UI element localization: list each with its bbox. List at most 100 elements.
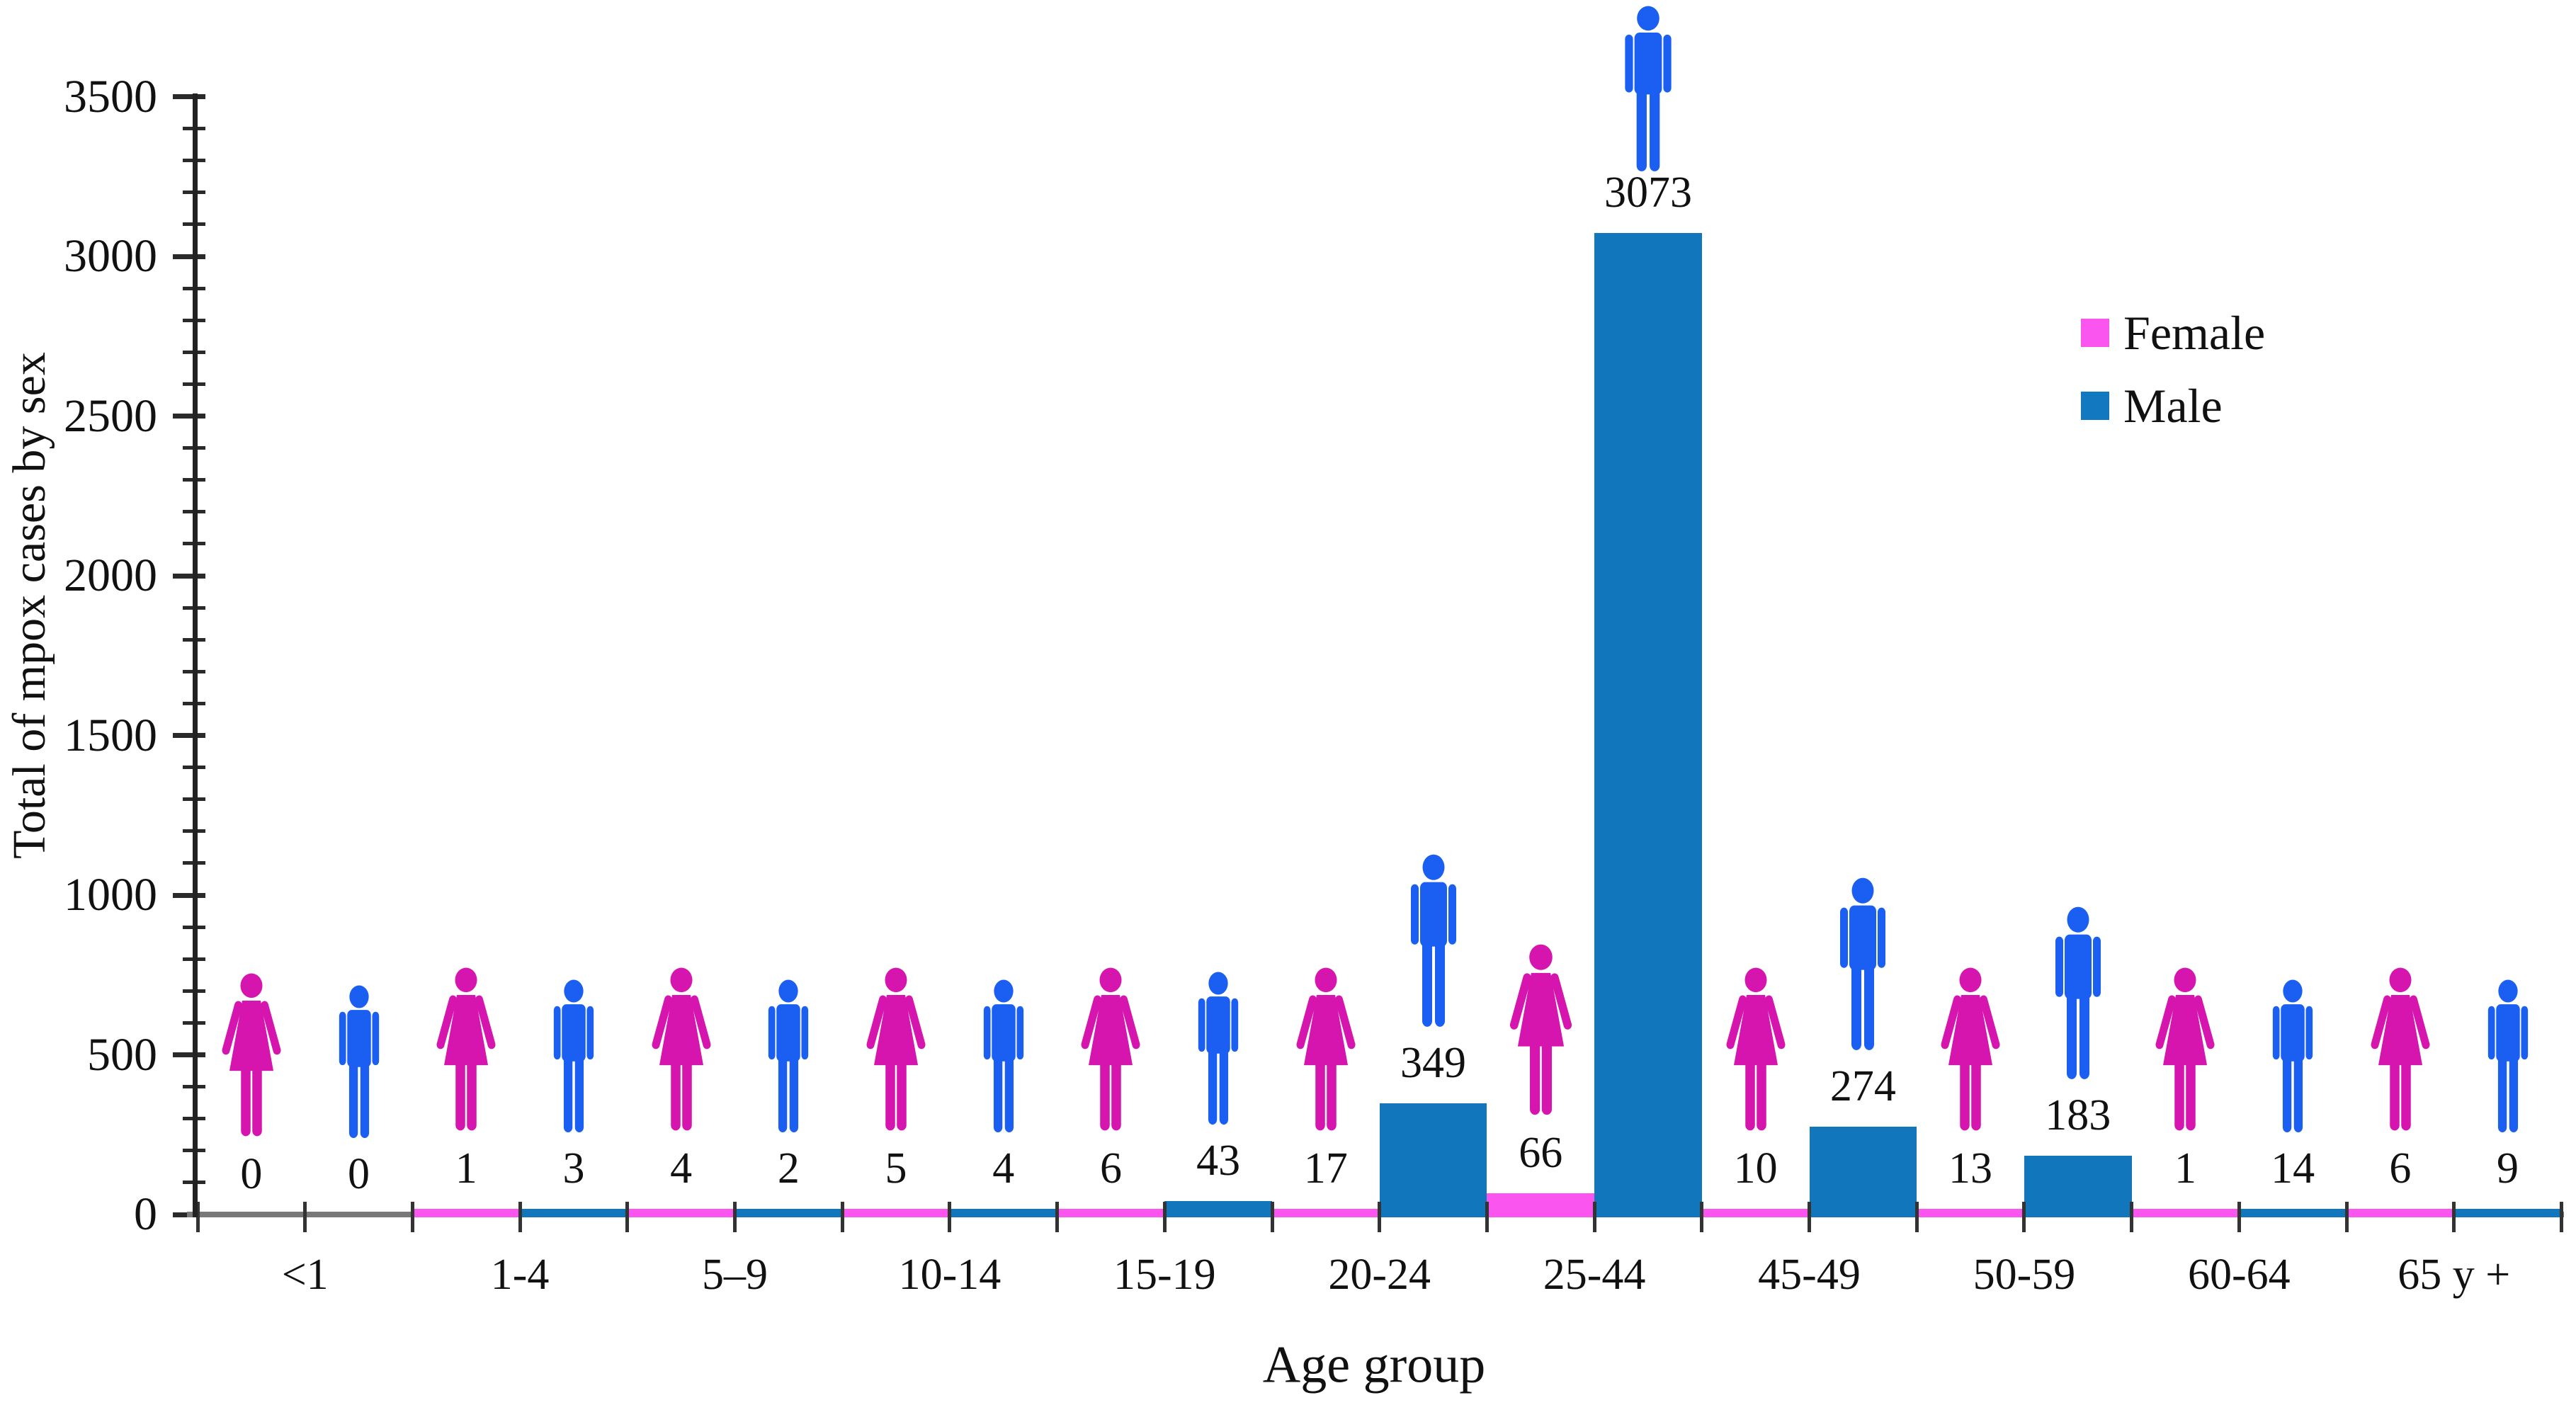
x-category-label: 65 y + <box>2398 1251 2511 1299</box>
y-tick-label: 0 <box>134 1188 157 1240</box>
male-value-label: 3073 <box>1604 169 1692 217</box>
x-tick <box>1808 1202 1811 1232</box>
x-category-label: 15-19 <box>1113 1251 1216 1299</box>
female-icon <box>646 967 717 1133</box>
male-icon <box>1398 854 1469 1028</box>
x-category-label: 45-49 <box>1758 1251 1861 1299</box>
male-value-label: 349 <box>1400 1038 1467 1087</box>
male-bar <box>1594 233 1702 1217</box>
x-category-label: 20-24 <box>1328 1251 1431 1299</box>
x-tick <box>1914 1202 1919 1232</box>
female-bar <box>842 1209 950 1217</box>
female-value-label: 4 <box>670 1144 693 1193</box>
female-icon <box>1720 967 1791 1133</box>
female-value-label: 13 <box>1948 1144 1993 1193</box>
x-tick <box>733 1202 737 1232</box>
x-tick <box>2344 1202 2349 1232</box>
legend-label-female: Female <box>2123 306 2266 360</box>
female-value-label: 6 <box>1099 1144 1122 1193</box>
x-tick <box>840 1202 844 1232</box>
x-tick <box>625 1202 630 1232</box>
male-icon <box>757 979 819 1133</box>
male-bar <box>1809 1127 1917 1217</box>
male-bar <box>949 1209 1057 1217</box>
x-category-label: <1 <box>281 1251 329 1299</box>
female-icon <box>1935 967 2006 1133</box>
x-tick <box>2452 1202 2456 1232</box>
male-value-label: 43 <box>1196 1136 1241 1185</box>
female-icon <box>216 973 287 1139</box>
x-tick <box>2559 1202 2563 1232</box>
male-bar <box>734 1209 843 1217</box>
x-category-label: 5–9 <box>702 1251 768 1299</box>
x-tick <box>2130 1202 2134 1232</box>
female-value-label: 1 <box>2174 1144 2196 1193</box>
male-bar <box>1379 1103 1487 1217</box>
male-bar <box>2453 1209 2562 1217</box>
male-icon <box>2043 906 2113 1080</box>
y-tick-label: 500 <box>87 1028 157 1081</box>
female-value-label: 0 <box>240 1150 263 1198</box>
x-tick <box>518 1202 522 1232</box>
x-tick <box>1270 1202 1274 1232</box>
y-major-tick <box>173 733 205 738</box>
female-icon <box>1290 967 1361 1133</box>
female-bar <box>1917 1209 2024 1217</box>
female-bar <box>412 1209 521 1217</box>
female-value-label: 5 <box>885 1144 907 1193</box>
female-bar <box>1272 1209 1380 1217</box>
female-value-label: 17 <box>1303 1144 1348 1193</box>
male-value-label: 183 <box>2045 1091 2111 1140</box>
legend-item-male: Male <box>2081 379 2265 433</box>
male-value-label: 4 <box>992 1144 1015 1193</box>
x-category-label: 10-14 <box>898 1251 1002 1299</box>
female-value-label: 6 <box>2389 1144 2412 1193</box>
y-tick-label: 2000 <box>64 550 157 601</box>
female-bar <box>627 1209 735 1217</box>
x-category-label: 25-44 <box>1543 1251 1646 1299</box>
male-icon <box>328 985 390 1139</box>
male-icon <box>972 979 1035 1133</box>
male-icon <box>2477 979 2539 1133</box>
female-icon <box>2150 967 2220 1133</box>
y-major-tick <box>173 1052 205 1057</box>
male-bar <box>2024 1156 2132 1217</box>
male-bar <box>520 1209 628 1217</box>
female-bar <box>2347 1209 2454 1217</box>
female-icon <box>431 967 501 1133</box>
x-tick <box>1700 1202 1704 1232</box>
x-tick <box>2237 1202 2241 1232</box>
female-swatch-icon <box>2081 319 2109 347</box>
x-axis-title: Age group <box>1262 1336 1486 1394</box>
male-value-label: 3 <box>562 1144 585 1193</box>
x-category-label: 50-59 <box>1973 1251 2076 1299</box>
male-icon <box>1827 877 1898 1051</box>
female-value-label: 10 <box>1733 1144 1778 1193</box>
x-category-label: 60-64 <box>2187 1251 2291 1299</box>
female-bar <box>1701 1209 1810 1217</box>
male-swatch-icon <box>2081 392 2109 420</box>
y-tick-label: 3500 <box>64 70 157 123</box>
y-tick-label: 1000 <box>64 869 157 921</box>
male-icon <box>543 979 605 1133</box>
y-tick-label: 2500 <box>64 389 157 442</box>
x-tick <box>2022 1202 2026 1232</box>
male-icon <box>1187 972 1249 1125</box>
legend-label-male: Male <box>2123 379 2223 433</box>
y-major-tick <box>173 414 205 419</box>
y-major-tick <box>173 254 205 259</box>
male-value-label: 2 <box>777 1144 800 1193</box>
female-bar <box>2131 1209 2240 1217</box>
male-value-label: 9 <box>2497 1144 2519 1193</box>
male-value-label: 0 <box>348 1150 370 1198</box>
x-tick <box>1592 1202 1596 1232</box>
x-tick <box>948 1202 952 1232</box>
x-tick <box>1055 1202 1060 1232</box>
female-icon <box>1504 944 1578 1117</box>
male-bar <box>2239 1209 2347 1217</box>
y-tick-label: 1500 <box>64 709 157 761</box>
female-icon <box>2365 967 2436 1133</box>
female-value-label: 1 <box>455 1144 477 1193</box>
y-axis-line <box>193 93 198 1217</box>
